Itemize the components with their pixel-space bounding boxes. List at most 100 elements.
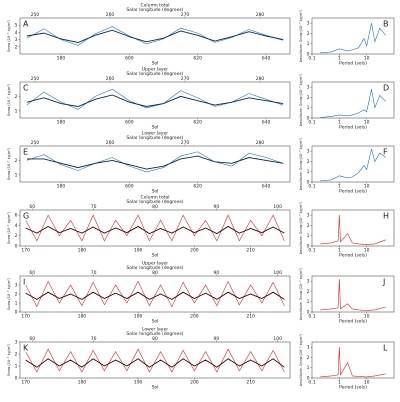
series-line — [26, 26, 284, 46]
y-tick-label: 3 — [307, 21, 310, 27]
plot-frame — [311, 17, 395, 55]
y-tick-label: 0 — [307, 180, 310, 186]
plot-frame — [311, 145, 395, 183]
x-tick-label: 180 — [78, 314, 87, 320]
x-tick-label: 0.1 — [308, 248, 315, 254]
y-axis-label: Amplitude, Snow (10⁻³ kg/m²) — [299, 73, 303, 126]
x-tick-label: 0.1 — [308, 56, 315, 62]
y-tick-label: 2 — [307, 95, 310, 101]
x-tick-label: 170 — [21, 314, 30, 320]
panel-letter: A — [23, 20, 29, 29]
y-tick-label: 0 — [307, 310, 310, 316]
series-line — [320, 89, 386, 118]
panel-letter: K — [23, 344, 29, 353]
x-tick-label: 210 — [246, 248, 255, 254]
x-tick-label: 1 — [338, 120, 341, 126]
y-tick-label: 2 — [307, 223, 310, 229]
x-tick-label: 200 — [190, 380, 199, 386]
series-line — [26, 94, 284, 107]
top-axis-label: Solar longitude (degrees) — [126, 71, 183, 77]
x2-tick-label: 280 — [256, 12, 265, 18]
panel-letter: J — [382, 278, 385, 287]
y-axis-label: Amplitude, Snow (10⁻³ kg/m²) — [299, 137, 303, 190]
x-tick-label: 10 — [364, 380, 370, 386]
x-tick-label: 600 — [125, 56, 134, 62]
x2-tick-label: 80 — [152, 270, 158, 276]
y-tick-label: 3 — [15, 340, 18, 346]
x-tick-label: 580 — [57, 56, 66, 62]
x-tick-label: 1 — [338, 314, 341, 320]
x2-tick-label: 260 — [106, 140, 115, 146]
y-tick-label: 1 — [307, 41, 310, 47]
top-axis-label: Solar longitude (degrees) — [126, 7, 183, 13]
panel-letter: I — [23, 278, 25, 287]
x-tick-label: 600 — [125, 184, 134, 190]
y-tick-label: 0 — [15, 310, 18, 316]
y-tick-label: 1 — [307, 169, 310, 175]
x-tick-label: 200 — [190, 314, 199, 320]
top-axis-label: Solar longitude (degrees) — [126, 199, 183, 205]
x-axis-label: Sol — [152, 189, 159, 195]
x-axis-label: Sol — [152, 319, 159, 325]
series-line — [25, 214, 285, 242]
y-tick-label: 1 — [15, 364, 18, 370]
y-axis-label: Snow (10⁻³ kg/m²) — [7, 83, 11, 116]
y-axis-label: Amplitude, Snow (10⁻³ kg/m²) — [299, 9, 303, 62]
y-tick-label: 3 — [307, 149, 310, 155]
x-tick-label: 210 — [246, 314, 255, 320]
y-tick-label: 0 — [307, 376, 310, 382]
y-tick-label: 1 — [307, 299, 310, 305]
panel-title: Lower layer — [142, 327, 168, 333]
y-tick-label: 2 — [15, 233, 18, 239]
x-axis-label: Period (sols) — [339, 385, 367, 391]
x-tick-label: 10 — [364, 184, 370, 190]
x-axis-label: Sol — [152, 253, 159, 259]
y-tick-label: 4 — [15, 223, 18, 229]
series-line — [26, 151, 284, 173]
plot-frame — [19, 209, 291, 247]
y-tick-label: 0 — [307, 116, 310, 122]
x-tick-label: 620 — [193, 56, 202, 62]
y-tick-label: 2 — [15, 44, 18, 50]
y-tick-label: 2 — [307, 289, 310, 295]
x-axis-label: Period (sols) — [339, 253, 367, 259]
x2-tick-label: 260 — [106, 12, 115, 18]
plot-frame — [19, 341, 291, 379]
y-tick-label: 1 — [307, 105, 310, 111]
y-tick-label: 2 — [307, 159, 310, 165]
x-tick-label: 0.1 — [308, 380, 315, 386]
x2-tick-label: 90 — [213, 336, 219, 342]
x-tick-label: 170 — [21, 248, 30, 254]
x2-tick-label: 70 — [91, 270, 97, 276]
y-tick-label: 3 — [307, 345, 310, 351]
x-tick-label: 580 — [57, 120, 66, 126]
x2-tick-label: 70 — [91, 336, 97, 342]
y-tick-label: 2 — [307, 355, 310, 361]
x-tick-label: 580 — [57, 184, 66, 190]
y-tick-label: 3 — [307, 85, 310, 91]
x-tick-label: 170 — [21, 380, 30, 386]
x-tick-label: 190 — [134, 380, 143, 386]
series-line — [320, 279, 386, 311]
x-tick-label: 620 — [193, 120, 202, 126]
x2-tick-label: 100 — [273, 204, 282, 210]
plot-frame — [311, 81, 395, 119]
x2-tick-label: 260 — [106, 76, 115, 82]
series-line — [25, 348, 285, 373]
x-tick-label: 620 — [193, 184, 202, 190]
series-line — [26, 29, 284, 43]
y-axis-label: Snow (10⁻³ kg/m²) — [7, 343, 11, 376]
series-line — [25, 280, 285, 308]
top-axis-label: Solar longitude (degrees) — [126, 265, 183, 271]
x-tick-label: 180 — [78, 248, 87, 254]
x-tick-label: 0.1 — [308, 314, 315, 320]
y-axis-label: Amplitude, Snow (10⁻³ kg/m²) — [299, 201, 303, 254]
y-tick-label: 6 — [15, 213, 18, 219]
y-tick-label: 4 — [15, 30, 18, 36]
y-tick-label: 2 — [15, 292, 18, 298]
plot-frame — [311, 275, 395, 313]
y-tick-label: 1 — [307, 365, 310, 371]
y-tick-label: 1 — [15, 108, 18, 114]
series-line — [320, 347, 386, 378]
y-tick-label: 0 — [15, 244, 18, 250]
